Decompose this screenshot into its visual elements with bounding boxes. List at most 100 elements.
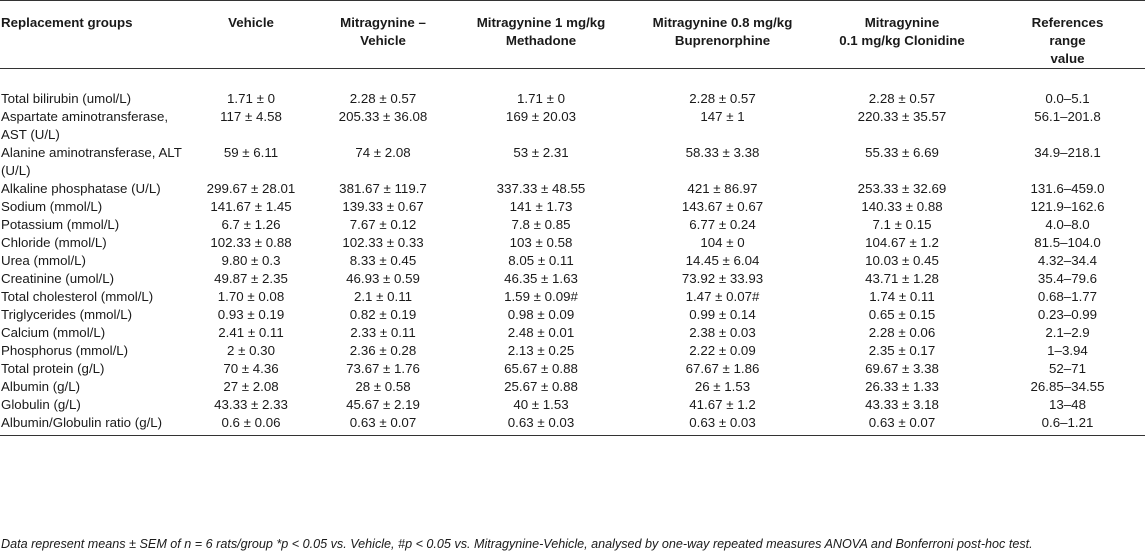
table-cell: 2.1–2.9 <box>1045 325 1090 340</box>
row-label: Total cholesterol (mmol/L) <box>1 289 154 304</box>
table-cell: 46.35 ± 1.63 <box>504 271 578 286</box>
table-cell: 205.33 ± 36.08 <box>338 109 428 124</box>
table-cell: 73.67 ± 1.76 <box>346 361 420 376</box>
row-label: Total protein (g/L) <box>1 361 105 376</box>
table-row: Chloride (mmol/L) 102.33 ± 0.88 102.33 ± 0… <box>0 234 1145 252</box>
table-cell: 2.33 ± 0.11 <box>350 325 416 340</box>
column-header: Mitragynine 0.8 mg/kg Buprenorphine <box>652 15 793 48</box>
row-label: Chloride (mmol/L) <box>1 235 107 250</box>
table-cell: 46.93 ± 0.59 <box>346 271 420 286</box>
table-cell: 103 ± 0.58 <box>509 235 573 250</box>
table-cell: 8.33 ± 0.45 <box>349 253 417 268</box>
table-cell: 2.28 ± 0.57 <box>349 91 417 106</box>
table-row: Total bilirubin (umol/L) 1.71 ± 0 2.28 ± 0… <box>0 69 1145 109</box>
table-cell: 2.1 ± 0.11 <box>353 289 413 304</box>
table-cell: 2.38 ± 0.03 <box>689 325 756 340</box>
table-cell: 337.33 ± 48.55 <box>496 181 586 196</box>
table-cell: 2.35 ± 0.17 <box>868 343 936 358</box>
table-row: Alkaline phosphatase (U/L) 299.67 ± 28.01… <box>0 180 1145 198</box>
table-cell: 67.67 ± 1.86 <box>685 361 760 376</box>
table-cell: 1–3.94 <box>1047 343 1088 358</box>
table-cell: 140.33 ± 0.88 <box>861 199 943 214</box>
table-cell: 1.70 ± 0.08 <box>217 289 285 304</box>
blood-chemistry-table: Replacement groups Vehicle Mitragynine – Ve… <box>0 0 1145 436</box>
table-cell: 49.87 ± 2.35 <box>214 271 288 286</box>
table-cell: 0.23–0.99 <box>1037 307 1098 322</box>
table-cell: 0.82 ± 0.19 <box>349 307 417 322</box>
row-label: Potassium (mmol/L) <box>1 217 120 232</box>
table-cell: 34.9–218.1 <box>1034 145 1101 160</box>
table-cell: 28 ± 0.58 <box>355 379 411 394</box>
column-header: Vehicle <box>228 15 274 30</box>
table-cell: 421 ± 86.97 <box>687 181 758 196</box>
column-header: Replacement groups <box>1 15 133 30</box>
table-cell: 13–48 <box>1049 397 1086 412</box>
table-cell: 56.1–201.8 <box>1034 109 1101 124</box>
table-cell: 220.33 ± 35.57 <box>857 109 947 124</box>
table-cell: 2.36 ± 0.28 <box>349 343 417 358</box>
table-cell: 65.67 ± 0.88 <box>504 361 578 376</box>
table-row: Calcium (mmol/L) 2.41 ± 0.11 2.33 ± 0.11 2.… <box>0 324 1145 342</box>
table-cell: 102.33 ± 0.33 <box>342 235 424 250</box>
row-label: Total bilirubin (umol/L) <box>1 91 132 106</box>
table-cell: 141.67 ± 1.45 <box>210 199 292 214</box>
table-cell: 6.77 ± 0.24 <box>689 217 756 232</box>
table-cell: 0.98 ± 0.09 <box>507 307 575 322</box>
table-cell: 1.74 ± 0.11 <box>869 289 935 304</box>
table-cell: 139.33 ± 0.67 <box>342 199 424 214</box>
table-cell: 70 ± 4.36 <box>223 361 279 376</box>
column-header: Mitragynine 0.1 mg/kg Clonidine <box>839 15 965 48</box>
table-cell: 45.67 ± 2.19 <box>346 397 420 412</box>
table-cell: 43.33 ± 3.18 <box>865 397 939 412</box>
table-cell: 147 ± 1 <box>700 109 745 124</box>
table-cell: 0.63 ± 0.03 <box>689 415 756 430</box>
table-row: Sodium (mmol/L) 141.67 ± 1.45 139.33 ± 0.6… <box>0 198 1145 216</box>
table-cell: 1.71 ± 0 <box>517 91 565 106</box>
table-cell: 0.63 ± 0.07 <box>349 415 417 430</box>
table-cell: 59 ± 6.11 <box>223 145 279 160</box>
table-cell: 0.6 ± 0.06 <box>221 415 281 430</box>
table-cell: 141 ± 1.73 <box>509 199 573 214</box>
table-cell: 381.67 ± 119.7 <box>339 181 427 196</box>
table-row: Albumin/Globulin ratio (g/L) 0.6 ± 0.06 0.… <box>0 414 1145 436</box>
table-cell: 6.7 ± 1.26 <box>221 217 281 232</box>
table-cell: 55.33 ± 6.69 <box>865 145 939 160</box>
table-cell: 1.47 ± 0.07# <box>685 289 760 304</box>
table-cell: 53 ± 2.31 <box>513 145 569 160</box>
table-cell: 104 ± 0 <box>700 235 745 250</box>
table-cell: 1.59 ± 0.09# <box>504 289 578 304</box>
table-cell: 2.48 ± 0.01 <box>507 325 575 340</box>
table-cell: 26.33 ± 1.33 <box>865 379 939 394</box>
table-cell: 7.1 ± 0.15 <box>872 217 932 232</box>
table-cell: 299.67 ± 28.01 <box>206 181 296 196</box>
table-cell: 41.67 ± 1.2 <box>689 397 756 412</box>
table-cell: 73.92 ± 33.93 <box>681 271 764 286</box>
row-label: Albumin (g/L) <box>1 379 81 394</box>
row-label: Globulin (g/L) <box>1 397 81 412</box>
table-cell: 69.67 ± 3.38 <box>865 361 939 376</box>
table-cell: 4.0–8.0 <box>1045 217 1090 232</box>
table-cell: 26.85–34.55 <box>1030 379 1105 394</box>
table-cell: 43.71 ± 1.28 <box>865 271 939 286</box>
column-header: Mitragynine 1 mg/kg Methadone <box>476 15 606 48</box>
column-header: References range value <box>1031 15 1104 66</box>
table-cell: 74 ± 2.08 <box>355 145 411 160</box>
table-cell: 10.03 ± 0.45 <box>865 253 939 268</box>
table-row: Alanine aminotransferase, ALT (U/L) 59 ± … <box>0 144 1145 180</box>
table-cell: 253.33 ± 32.69 <box>857 181 947 196</box>
row-label: Triglycerides (mmol/L) <box>1 307 133 322</box>
table-cell: 0.68–1.77 <box>1037 289 1098 304</box>
table-cell: 0.6–1.21 <box>1041 415 1094 430</box>
table-cell: 52–71 <box>1049 361 1086 376</box>
table-cell: 104.67 ± 1.2 <box>865 235 939 250</box>
table-cell: 26 ± 1.53 <box>694 379 751 394</box>
row-label: Albumin/Globulin ratio (g/L) <box>1 415 163 430</box>
table-row: Phosphorus (mmol/L) 2 ± 0.30 2.36 ± 0.28 2.… <box>0 342 1145 360</box>
table-cell: 169 ± 20.03 <box>505 109 577 124</box>
table-cell: 0.93 ± 0.19 <box>217 307 285 322</box>
table-cell: 102.33 ± 0.88 <box>210 235 292 250</box>
table-cell: 121.9–162.6 <box>1030 199 1105 214</box>
table-cell: 1.71 ± 0 <box>227 91 275 106</box>
table-row: Triglycerides (mmol/L) 0.93 ± 0.19 0.82 ± … <box>0 306 1145 324</box>
